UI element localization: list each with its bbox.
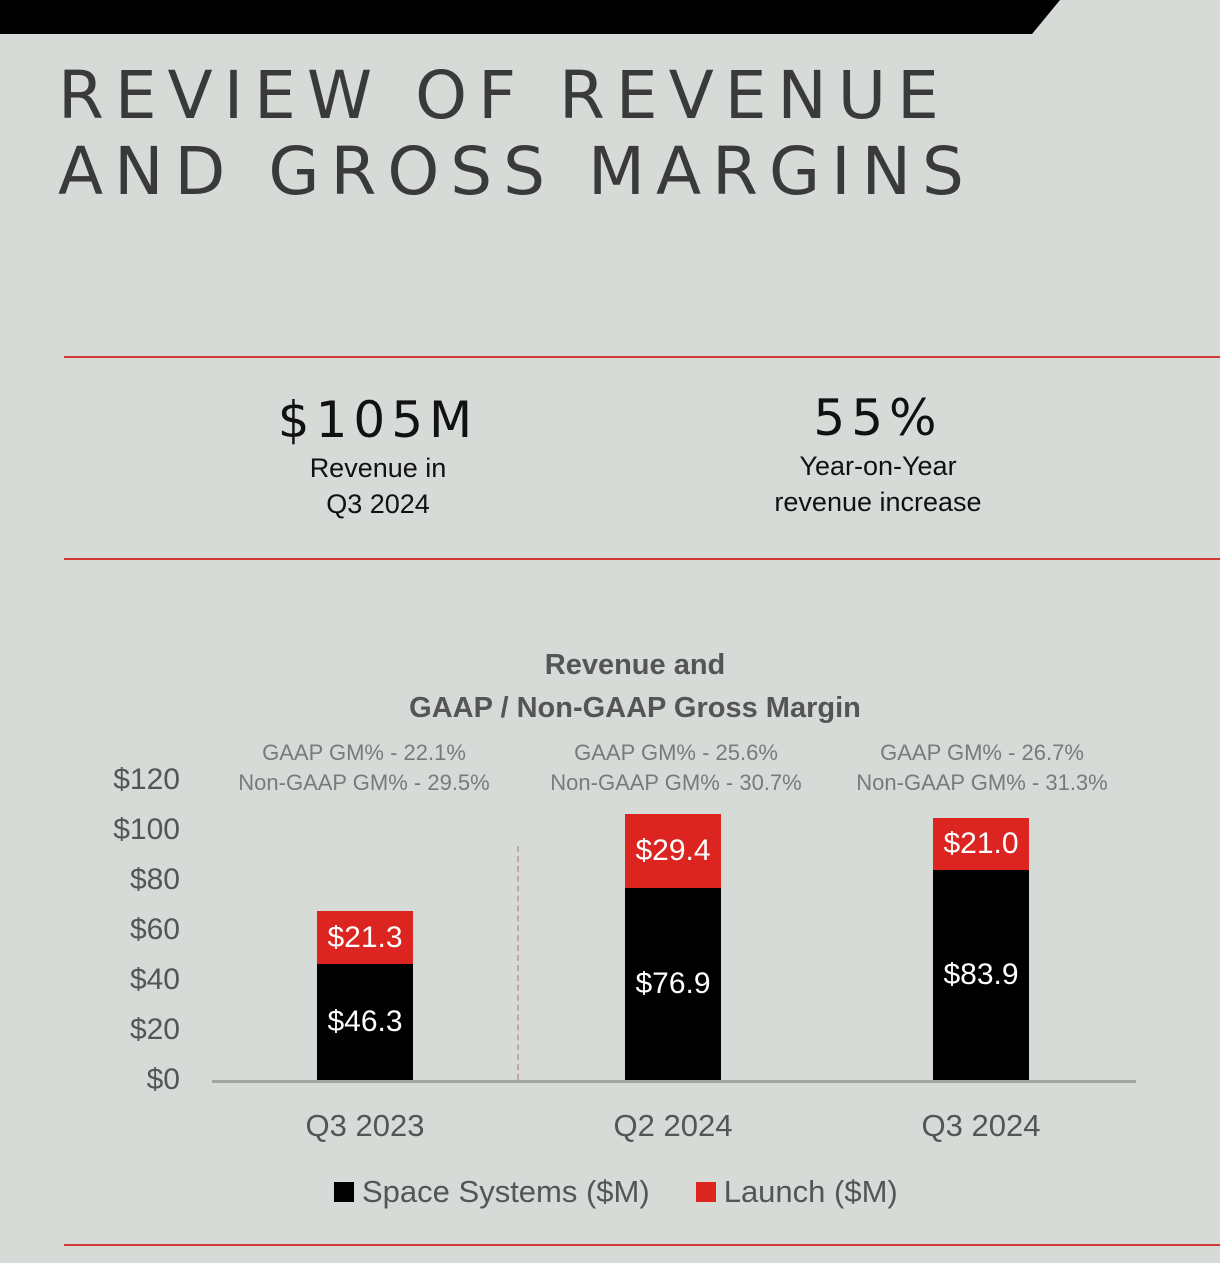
top-divider-rule (64, 356, 1220, 358)
bar-space-systems (625, 887, 721, 1080)
bar-data-label: $83.9 (943, 958, 1019, 992)
non-gaap-gm-label: Non-GAAP GM% - 31.3% (856, 770, 1108, 795)
bottom-divider-rule (64, 1244, 1220, 1246)
x-tick-label: Q3 2024 (921, 1108, 1041, 1143)
kpi-yoy-growth: 55% Year-on-Year revenue increase (718, 388, 1038, 520)
gm-annotation-q2-2024: GAAP GM% - 25.6% Non-GAAP GM% - 30.7% (516, 738, 836, 798)
chart-title-line-2: GAAP / Non-GAAP Gross Margin (409, 692, 861, 724)
chart-title-line-1: Revenue and (544, 649, 726, 681)
non-gaap-gm-label: Non-GAAP GM% - 30.7% (550, 770, 802, 795)
bar-launch (317, 911, 413, 965)
bar-data-label: $21.3 (327, 920, 403, 954)
non-gaap-gm-label: Non-GAAP GM% - 29.5% (238, 770, 490, 795)
page-title: REVIEW OF REVENUE AND GROSS MARGINS (58, 58, 975, 210)
legend-item-launch: Launch ($M) (695, 1174, 898, 1210)
legend-label-space-systems: Space Systems ($M) (362, 1174, 650, 1209)
kpi-revenue-value: $105M (277, 391, 479, 449)
kpi-yoy-label-line-2: revenue increase (774, 487, 982, 517)
y-tick-label: $0 (146, 1063, 180, 1096)
chart-legend: Space Systems ($M) Launch ($M) (334, 1174, 944, 1210)
bar-space-systems (933, 870, 1029, 1080)
bar-data-label: $29.4 (635, 834, 711, 867)
gaap-gm-label: GAAP GM% - 26.7% (880, 740, 1084, 765)
kpi-revenue-label-line-1: Revenue in (309, 453, 447, 483)
bar-data-label: $46.3 (327, 1005, 403, 1039)
gm-annotation-q3-2024: GAAP GM% - 26.7% Non-GAAP GM% - 31.3% (822, 738, 1142, 798)
kpi-yoy-value: 55% (813, 389, 943, 447)
y-tick-label: $60 (129, 913, 180, 946)
kpi-revenue-label-line-2: Q3 2024 (326, 489, 430, 519)
x-axis-line (212, 1080, 1136, 1083)
page-title-line-1: REVIEW OF REVENUE (58, 57, 950, 134)
legend-swatch-space-systems (334, 1182, 354, 1202)
gaap-gm-label: GAAP GM% - 25.6% (574, 740, 778, 765)
x-tick-label: Q2 2024 (613, 1108, 733, 1143)
x-tick-label: Q3 2023 (305, 1108, 425, 1143)
gm-annotation-q3-2023: GAAP GM% - 22.1% Non-GAAP GM% - 29.5% (204, 738, 524, 798)
page-title-line-2: AND GROSS MARGINS (58, 133, 975, 210)
top-banner (0, 0, 1060, 34)
bar-data-label: $76.9 (635, 966, 711, 1000)
period-divider (517, 846, 519, 1080)
y-tick-label: $120 (113, 763, 180, 796)
bar-space-systems (317, 964, 413, 1080)
kpi-yoy-label-line-1: Year-on-Year (799, 451, 957, 481)
bar-launch (933, 817, 1029, 871)
legend-swatch-launch (695, 1182, 716, 1202)
gaap-gm-label: GAAP GM% - 22.1% (262, 740, 466, 765)
legend-label-launch: Launch ($M) (723, 1174, 898, 1209)
middle-divider-rule (64, 558, 1220, 560)
kpi-revenue: $105M Revenue in Q3 2024 (228, 390, 528, 522)
y-tick-label: $40 (129, 963, 180, 996)
bar-data-label: $21.0 (943, 827, 1019, 860)
legend-item-space-systems: Space Systems ($M) (334, 1174, 650, 1210)
bar-launch (625, 814, 721, 888)
y-tick-label: $100 (113, 813, 180, 846)
y-tick-label: $80 (129, 863, 180, 896)
y-tick-label: $20 (129, 1013, 180, 1046)
chart-title: Revenue and GAAP / Non-GAAP Gross Margin (330, 644, 940, 730)
